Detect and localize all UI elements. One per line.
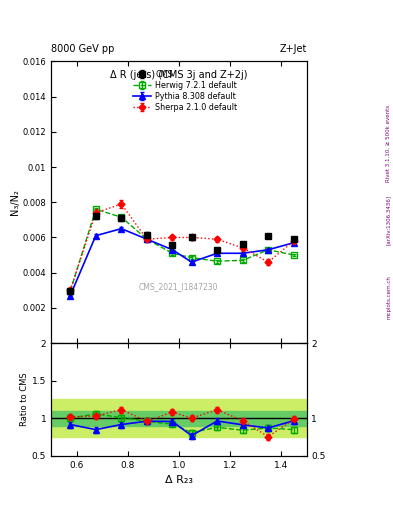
Text: 8000 GeV pp: 8000 GeV pp [51,44,114,54]
Y-axis label: Ratio to CMS: Ratio to CMS [20,373,29,426]
Text: CMS_2021_I1847230: CMS_2021_I1847230 [139,282,219,291]
Y-axis label: N₃/N₂: N₃/N₂ [10,189,20,215]
Text: Z+Jet: Z+Jet [279,44,307,54]
X-axis label: Δ R₂₃: Δ R₂₃ [165,475,193,485]
Text: Rivet 3.1.10, ≥ 500k events: Rivet 3.1.10, ≥ 500k events [386,105,391,182]
Text: Δ R (jets) (CMS 3j and Z+2j): Δ R (jets) (CMS 3j and Z+2j) [110,70,248,80]
Text: mcplots.cern.ch: mcplots.cern.ch [386,275,391,319]
Legend: CMS, Herwig 7.2.1 default, Pythia 8.308 default, Sherpa 2.1.0 default: CMS, Herwig 7.2.1 default, Pythia 8.308 … [132,68,239,114]
Text: [arXiv:1306.3436]: [arXiv:1306.3436] [386,195,391,245]
